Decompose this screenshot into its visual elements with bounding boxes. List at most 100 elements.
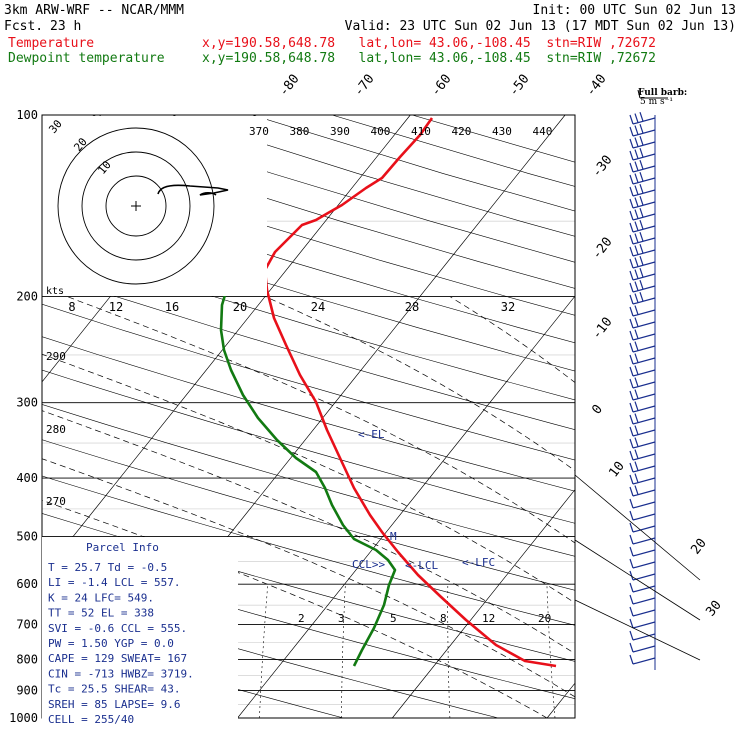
- isotherm-label--10: -10: [589, 315, 615, 343]
- wind-barb-staff: [632, 525, 656, 533]
- wind-barb-feather: [629, 330, 634, 341]
- wind-barb-feather: [629, 534, 634, 545]
- wind-barb-staff: [632, 297, 656, 305]
- wind-barb-feather: [629, 258, 634, 269]
- wind-barb-feather: [634, 269, 639, 279]
- wind-barb-staff: [632, 621, 656, 629]
- parcel-info-row: PW = 1.50 YGP = 0.0: [48, 637, 174, 650]
- pressure-label-900: 900: [16, 683, 38, 697]
- wind-barb: [629, 329, 656, 341]
- hodograph-ring-20: [81, 151, 191, 261]
- wind-barb-feather: [634, 413, 639, 423]
- wind-barb-feather: [629, 246, 634, 257]
- wind-barb-feather: [629, 402, 634, 413]
- wind-barb-feather: [639, 232, 644, 242]
- wind-barb-staff: [632, 165, 656, 173]
- wind-barb: [629, 546, 656, 557]
- moist-adiabat-18: [42, 410, 575, 655]
- dry-adiabat-label-270: 270: [46, 495, 66, 508]
- wind-barb: [629, 377, 656, 389]
- dry-adiabat-310: [42, 475, 575, 626]
- dry-adiabat-280: [42, 591, 499, 718]
- wind-barb-feather: [634, 137, 639, 147]
- isotherm-label-20: 20: [688, 536, 709, 558]
- dry-adiabat-390: [42, 211, 575, 372]
- wind-barb: [629, 630, 656, 641]
- wind-barb-feather: [634, 329, 639, 339]
- dry-adiabat-460: [332, 115, 575, 187]
- wind-barb-feather: [634, 125, 639, 135]
- wind-barb-feather: [634, 293, 639, 303]
- temperature-station-info: x,y=190.58,648.78 lat,lon= 43.06,-108.45…: [202, 36, 656, 51]
- wind-barb-feather: [634, 113, 639, 123]
- wind-barb-feather: [629, 138, 634, 149]
- wind-barb: [629, 268, 656, 281]
- wind-barb-feather: [629, 186, 634, 197]
- wind-barb-staff: [632, 369, 656, 377]
- wind-barb-feather: [639, 172, 644, 182]
- moist-adiabat-14: [42, 458, 575, 698]
- mixing-ratio-label-20: 20: [538, 612, 551, 625]
- wind-barb-staff: [632, 345, 656, 353]
- hodograph-ring-10: [105, 175, 167, 237]
- wind-barb: [629, 498, 656, 509]
- isotherm-label-30: 30: [703, 598, 724, 620]
- wind-barb: [629, 461, 656, 473]
- wind-barb-staff: [632, 321, 656, 329]
- right-boundary-3: [574, 599, 701, 661]
- wind-barb: [629, 401, 656, 413]
- right-boundary-2: [574, 539, 701, 621]
- pressure-label-800: 800: [16, 653, 38, 667]
- wind-barb: [629, 473, 656, 485]
- hodograph-units: kts: [46, 286, 64, 297]
- wind-barb-feather: [629, 606, 634, 617]
- wind-barb-staff: [632, 393, 656, 401]
- wind-barb-feather: [639, 280, 644, 290]
- dry-adiabat-370: [42, 272, 575, 430]
- wind-barb-feather: [639, 160, 644, 170]
- wind-barb-staff: [632, 201, 656, 209]
- dry-adiabat-380: [42, 241, 575, 401]
- wind-barb-feather: [639, 256, 644, 266]
- mixing-ratio-2: [259, 584, 269, 718]
- wind-barb-feather: [629, 354, 634, 365]
- parcel-info-rows: T = 25.7 Td = -0.5 LI = -1.4 LCL = 557. K …: [48, 561, 194, 726]
- pressure-label-500: 500: [16, 529, 38, 543]
- parcel-info-row: T = 25.7 Td = -0.5: [48, 561, 167, 574]
- wind-barb-staff: [632, 441, 656, 449]
- wind-barb-feather: [634, 161, 639, 171]
- wind-barb-staff: [632, 153, 656, 161]
- parcel-info-row: SREH = 85 LAPSE= 9.6: [48, 698, 180, 711]
- wind-barb: [629, 522, 656, 533]
- wind-barb-feather: [629, 594, 634, 605]
- wind-barb-feather: [629, 414, 634, 425]
- wind-barb-feather: [634, 485, 639, 495]
- dry-adiabat-320: [42, 439, 575, 591]
- wind-barb: [629, 558, 656, 569]
- wind-barb-staff: [632, 141, 656, 149]
- wind-barb-feather: [639, 124, 644, 134]
- wind-barbs: [629, 112, 656, 670]
- wind-barb: [629, 365, 656, 377]
- wind-barb-feather: [634, 341, 639, 351]
- moist-adiabat-22: [42, 353, 575, 604]
- wind-barb-staff: [632, 537, 656, 545]
- wind-barb: [629, 413, 656, 425]
- wind-barb-feather: [634, 377, 639, 387]
- wind-barb-staff: [632, 117, 656, 125]
- wind-barb-feather: [629, 378, 634, 389]
- theta-e-label-420: 420: [452, 125, 472, 138]
- wind-barb-feather: [639, 112, 644, 122]
- wind-barb: [629, 582, 656, 593]
- fcst-value: 23 h: [50, 19, 81, 34]
- wind-barb-feather: [634, 197, 639, 207]
- wind-barb-staff: [632, 429, 656, 437]
- wind-barb-feather: [634, 389, 639, 399]
- wind-barb-feather: [629, 162, 634, 173]
- theta-e-label-400: 400: [371, 125, 391, 138]
- wind-barb-feather: [629, 174, 634, 185]
- theta-e-label-430: 430: [492, 125, 512, 138]
- moist-adiabat-10: [42, 499, 548, 718]
